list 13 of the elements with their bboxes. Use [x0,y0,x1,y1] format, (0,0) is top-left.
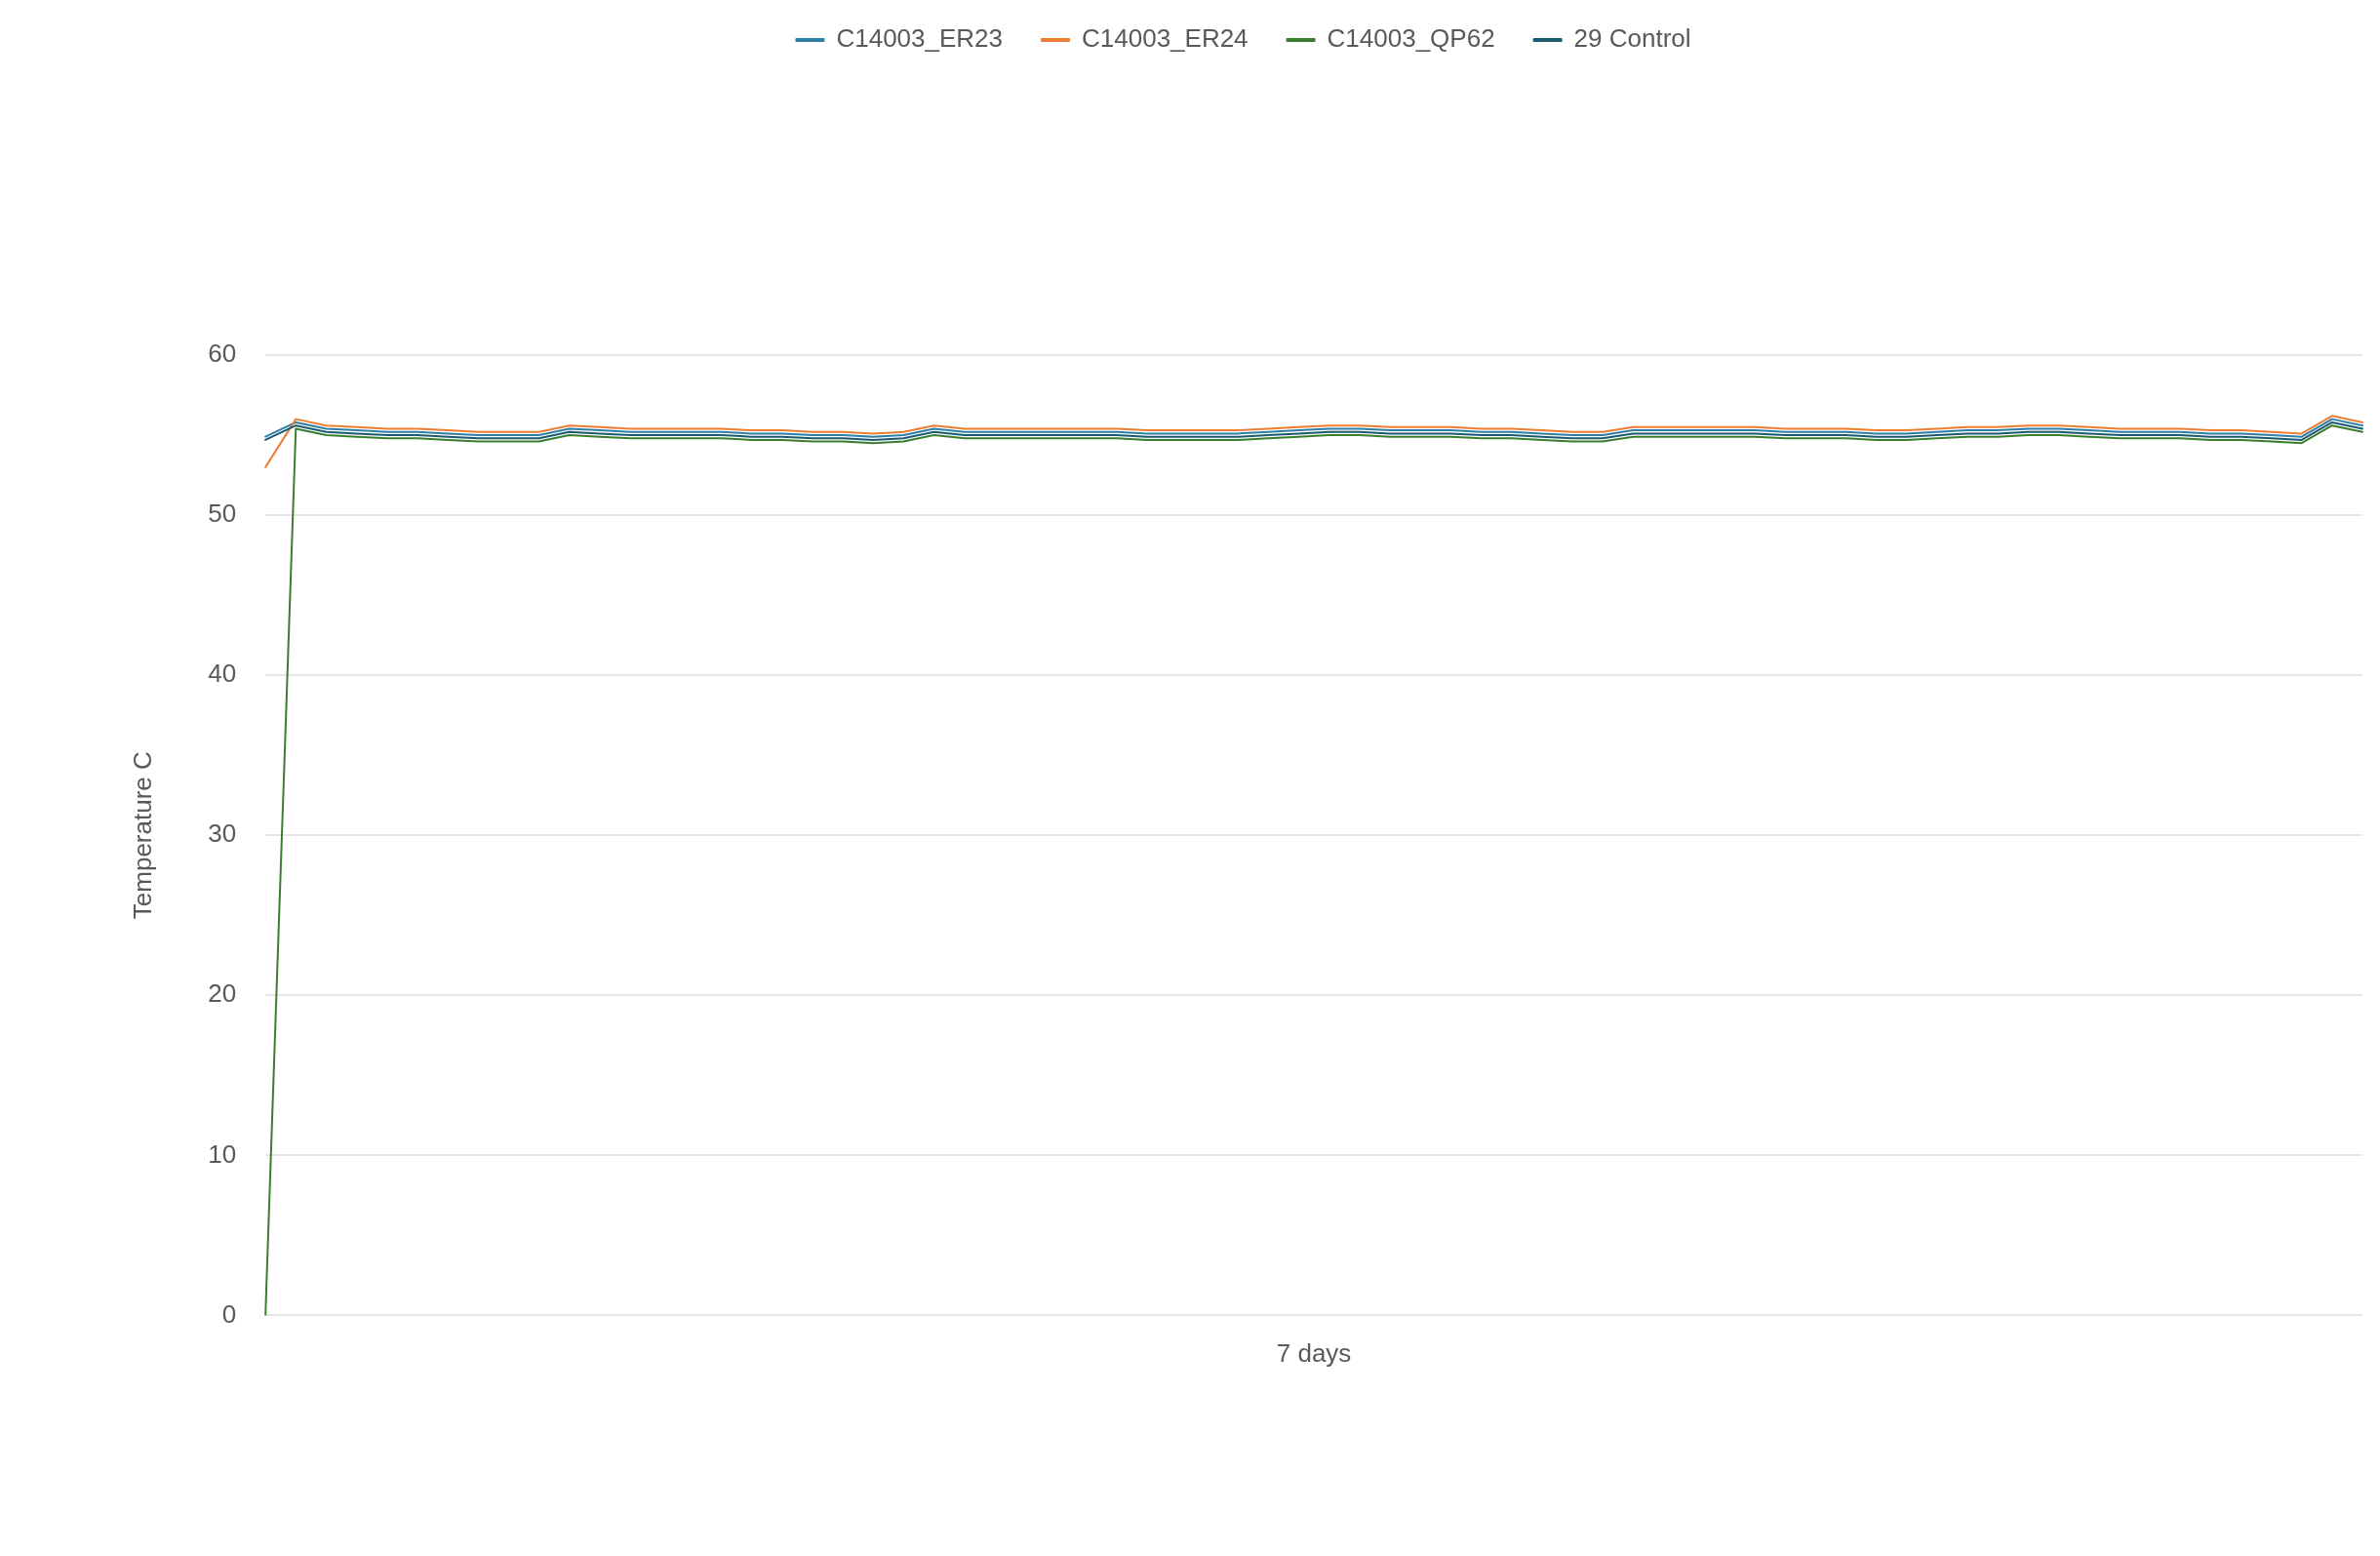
y-tick-label: 20 [208,978,237,1009]
y-tick-label: 0 [221,1298,237,1329]
y-tick-label: 50 [208,499,237,529]
x-axis-title: 7 days [1276,1337,1352,1368]
y-axis-title: Temperature C [127,751,157,920]
y-tick-label: 40 [208,658,237,689]
y-tick-label: 30 [208,818,237,849]
y-tick-label: 60 [208,339,237,369]
legend-label: C14003_QP62 [1327,23,1495,54]
y-tick-label: 10 [208,1138,237,1169]
legend-label: C14003_ER23 [836,23,1004,54]
legend-label: 29 Control [1573,23,1691,54]
legend-label: C14003_ER24 [1082,23,1249,54]
